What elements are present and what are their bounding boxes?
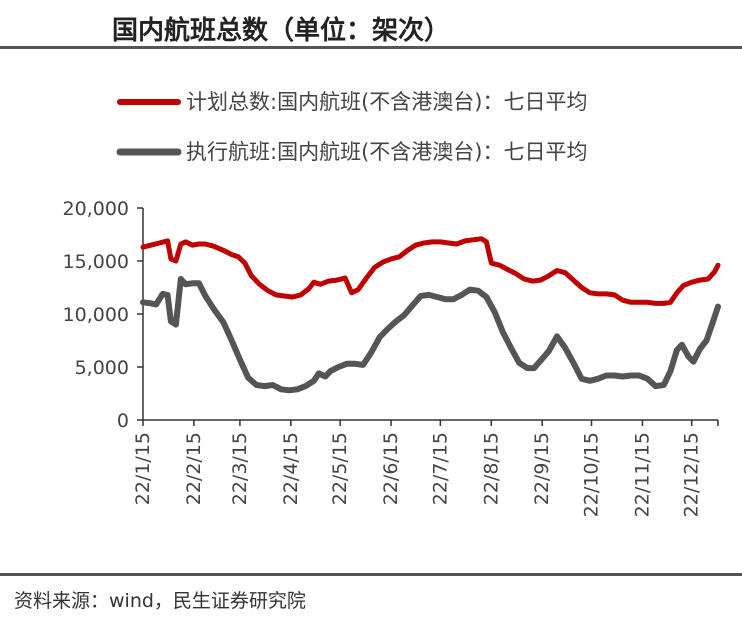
y-tick-label: 0: [117, 410, 129, 432]
x-tick-label: 22/10/15: [581, 432, 603, 517]
x-tick-label: 22/3/15: [229, 432, 251, 505]
x-tick-label: 22/4/15: [280, 432, 302, 505]
x-tick-label: 22/12/15: [681, 432, 703, 517]
y-tick-label: 5,000: [75, 357, 129, 379]
legend-label-executed: 执行航班:国内航班(不含港澳台)：七日平均: [186, 140, 587, 164]
top-rule: [0, 46, 742, 49]
y-tick-label: 10,000: [63, 304, 129, 326]
x-tick-label: 22/6/15: [380, 432, 402, 505]
source-note: 资料来源：wind，民生证券研究院: [14, 590, 306, 612]
x-tick-label: 22/5/15: [329, 432, 351, 505]
x-tick-label: 22/1/15: [132, 432, 154, 505]
series-line-executed: [140, 276, 721, 394]
legend: 计划总数:国内航班(不含港澳台)：七日平均 执行航班:国内航班(不含港澳台)：七…: [116, 90, 587, 164]
line-chart: 计划总数:国内航班(不含港澳台)：七日平均 执行航班:国内航班(不含港澳台)：七…: [63, 90, 721, 517]
bottom-rule: [0, 573, 742, 576]
y-tick-label: 15,000: [63, 251, 129, 273]
x-tick-label: 22/11/15: [631, 432, 653, 517]
chart-title: 国内航班总数（单位：架次）: [112, 16, 451, 46]
series-group: [140, 236, 721, 394]
legend-label-planned: 计划总数:国内航班(不含港澳台)：七日平均: [186, 90, 587, 114]
x-tick-label: 22/7/15: [429, 432, 451, 505]
x-tick-label: 22/9/15: [531, 432, 553, 505]
x-tick-label: 22/8/15: [480, 432, 502, 505]
y-tick-label: 20,000: [63, 198, 129, 220]
x-tick-label: 22/2/15: [183, 432, 205, 505]
series-line-planned: [140, 236, 721, 306]
axes: 0 5,000 10,000 15,000 20,000 22/1/15 22/2/15 22…: [63, 198, 719, 517]
